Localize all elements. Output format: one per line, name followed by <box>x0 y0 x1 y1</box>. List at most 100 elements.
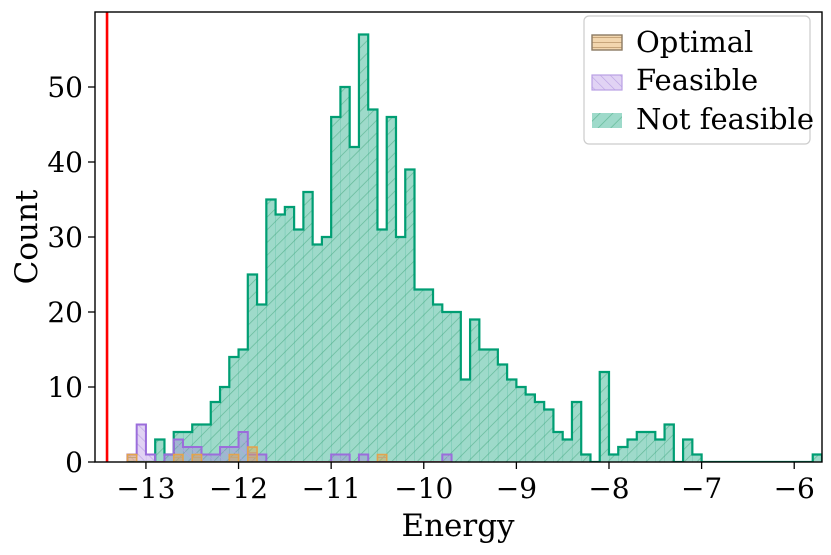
x-axis-label: Energy <box>401 508 515 544</box>
histogram-bar-not-feasible <box>192 424 202 462</box>
histogram-bar-not-feasible <box>294 229 304 462</box>
histogram-bar-not-feasible <box>155 439 165 462</box>
y-axis-ticks: 0 10 20 30 40 50 <box>47 71 95 479</box>
histogram-bar-not-feasible <box>534 402 545 462</box>
x-tick-label: −9 <box>496 472 537 505</box>
histogram-bar-not-feasible <box>608 454 619 462</box>
x-tick-label: −12 <box>209 472 268 505</box>
histogram-bar-optimal <box>247 447 258 462</box>
histogram-bar-not-feasible <box>220 387 230 462</box>
histogram-bar-optimal <box>192 454 202 462</box>
histogram-bar-not-feasible <box>451 312 462 462</box>
legend-label-feasible: Feasible <box>636 63 758 97</box>
histogram-bar-feasible <box>238 432 249 462</box>
histogram-bar-not-feasible <box>257 304 267 462</box>
histogram-bar-not-feasible <box>488 349 499 462</box>
y-tick-label: 50 <box>47 71 83 104</box>
legend-swatch-feasible <box>591 74 623 91</box>
histogram-bar-not-feasible <box>284 207 295 462</box>
histogram-bar-not-feasible <box>368 109 378 462</box>
y-tick-label: 40 <box>47 146 83 179</box>
x-tick-label: −10 <box>394 472 453 505</box>
legend-label-not-feasible: Not feasible <box>636 102 814 136</box>
histogram-bar-not-feasible <box>433 304 443 462</box>
histogram-bar-optimal <box>173 454 184 462</box>
legend: Optimal Feasible Not feasible <box>583 15 814 145</box>
histogram-bar-not-feasible <box>303 192 314 462</box>
legend-item-not-feasible: Not feasible <box>592 102 814 136</box>
histogram-bar-not-feasible <box>423 289 434 462</box>
histogram-bar-feasible <box>145 454 156 462</box>
histogram-bar-not-feasible <box>247 274 258 462</box>
histogram-bar-not-feasible <box>386 117 397 462</box>
legend-label-optimal: Optimal <box>636 25 753 59</box>
histogram-bar-not-feasible <box>655 439 665 462</box>
histogram-bar-not-feasible <box>442 312 452 462</box>
histogram-bar-not-feasible <box>229 357 239 462</box>
histogram-bar-not-feasible <box>405 169 415 462</box>
series-optimal <box>126 446 452 462</box>
histogram-bar-not-feasible <box>599 372 610 462</box>
histogram-bar-feasible <box>201 454 212 462</box>
histogram-bar-optimal <box>229 454 239 462</box>
histogram-bar-feasible <box>182 447 193 462</box>
histogram-bar-not-feasible <box>636 432 647 462</box>
histogram-bar-not-feasible <box>627 439 638 462</box>
histogram-bar-not-feasible <box>618 447 628 462</box>
histogram-bar-feasible <box>340 454 351 462</box>
histogram-bar-not-feasible <box>238 349 249 462</box>
y-tick-label: 10 <box>47 371 83 404</box>
histogram-bar-not-feasible <box>544 409 554 462</box>
histogram-bar-not-feasible <box>321 237 332 462</box>
histogram-bar-not-feasible <box>266 199 276 462</box>
histogram-outline-not-feasible <box>127 33 822 462</box>
histogram-bar-not-feasible <box>312 244 323 462</box>
histogram-bar-feasible <box>173 439 184 462</box>
series-feasible <box>126 423 453 462</box>
y-tick-label: 20 <box>47 296 83 329</box>
y-axis-label: Count <box>9 189 45 284</box>
legend-item-optimal: Optimal <box>591 25 753 59</box>
legend-box <box>583 15 811 145</box>
x-tick-label: −7 <box>681 472 722 505</box>
histogram-bar-not-feasible <box>683 439 693 462</box>
histogram-bar-not-feasible <box>692 454 703 462</box>
histogram-bar-optimal <box>127 454 138 462</box>
histogram-bar-not-feasible <box>571 402 582 462</box>
histogram-bar-feasible <box>257 454 267 462</box>
x-axis-ticks: −13 −12 −11 −10 −9 −8 −7 −6 <box>116 462 815 505</box>
legend-swatch-not-feasible <box>592 113 622 128</box>
histogram-bar-not-feasible <box>358 34 369 462</box>
legend-item-feasible: Feasible <box>591 63 758 97</box>
plot-area <box>105 12 822 462</box>
histogram-bar-not-feasible <box>812 454 822 462</box>
histogram-bar-not-feasible <box>646 432 656 462</box>
histogram-bar-not-feasible <box>516 387 527 462</box>
histogram-bar-not-feasible <box>340 87 351 462</box>
histogram-bar-feasible <box>331 454 341 462</box>
histogram-bar-not-feasible <box>331 117 341 462</box>
histogram-bar-not-feasible <box>664 424 675 462</box>
histogram-bar-feasible <box>358 454 369 462</box>
x-tick-label: −6 <box>774 472 815 505</box>
series-not-feasible <box>127 33 822 462</box>
plot-frame <box>94 11 823 463</box>
histogram-bar-not-feasible <box>210 402 221 462</box>
histogram-bar-not-feasible <box>507 379 517 462</box>
legend-swatch-optimal <box>591 34 623 51</box>
histogram-bar-not-feasible <box>581 454 591 462</box>
histogram-bar-feasible <box>442 454 452 462</box>
histogram-bar-not-feasible <box>553 432 564 462</box>
histogram-bar-not-feasible <box>377 229 388 462</box>
y-tick-label: 0 <box>65 446 83 479</box>
histogram-bar-not-feasible <box>497 364 508 462</box>
histogram-bar-not-feasible <box>525 394 536 462</box>
histogram-bar-not-feasible <box>460 379 471 462</box>
histogram-bar-not-feasible <box>395 237 406 462</box>
histogram-bar-feasible <box>210 454 221 462</box>
x-tick-label: −11 <box>302 472 361 505</box>
histogram-bar-feasible <box>164 454 175 462</box>
x-tick-label: −8 <box>588 472 629 505</box>
